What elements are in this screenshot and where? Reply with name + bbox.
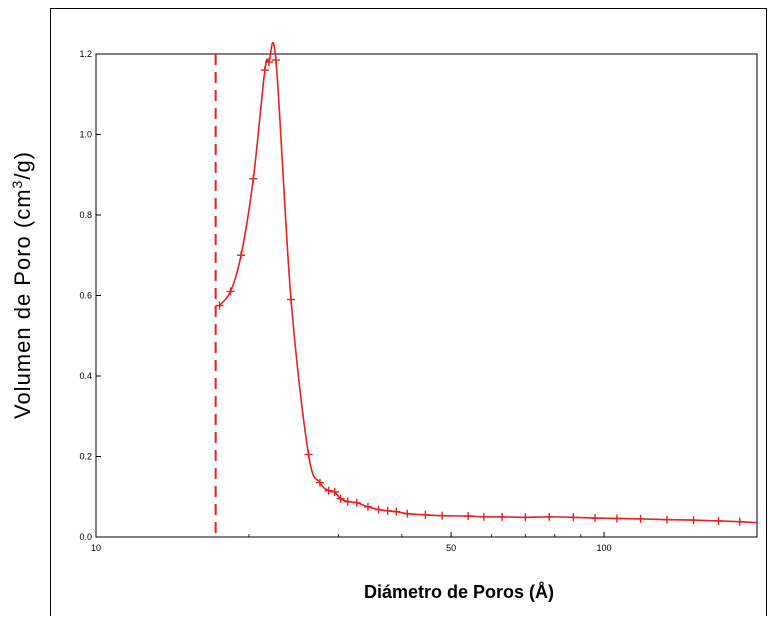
y-tick-label: 1.2 xyxy=(79,49,92,59)
y-tick-label: 1.0 xyxy=(79,130,92,140)
x-tick-label: 100 xyxy=(597,543,612,553)
y-axis-title: Volumen de Poro (cm3/g) xyxy=(9,151,35,419)
data-point xyxy=(374,505,383,514)
data-point xyxy=(545,512,554,521)
y-tick-label: 0.8 xyxy=(79,210,92,220)
y-tick-label: 0.6 xyxy=(79,291,92,301)
data-point xyxy=(569,513,578,522)
data-point xyxy=(330,487,339,496)
data-point xyxy=(438,511,447,520)
data-point xyxy=(612,514,621,523)
data-point xyxy=(735,517,744,526)
data-point xyxy=(714,516,723,525)
data-point xyxy=(226,287,235,296)
data-point xyxy=(403,509,412,518)
ticks: 0.0 0.2 0.4 0.6 0.8 1.0 1.2 10 50 100 xyxy=(79,49,611,553)
data-point xyxy=(237,251,246,260)
data-point xyxy=(498,512,507,521)
data-point xyxy=(591,514,600,523)
plot-area xyxy=(95,53,758,538)
data-point xyxy=(343,497,352,506)
data-point xyxy=(662,515,671,524)
data-point xyxy=(271,56,280,65)
x-axis-title: Diámetro de Poros (Å) xyxy=(364,582,554,602)
data-point xyxy=(689,516,698,525)
data-point xyxy=(479,512,488,521)
data-point xyxy=(352,498,361,507)
y-tick-label: 0.0 xyxy=(79,532,92,542)
plot-border xyxy=(95,53,758,538)
data-point xyxy=(383,506,392,515)
data-point xyxy=(421,510,430,519)
data-point xyxy=(636,514,645,523)
data-point xyxy=(392,507,401,516)
data-point xyxy=(464,512,473,521)
data-point xyxy=(316,478,325,487)
data-point xyxy=(336,494,345,503)
x-tick-label: 10 xyxy=(91,543,101,553)
data-point xyxy=(249,174,258,183)
data-point xyxy=(521,513,530,522)
data-point xyxy=(363,502,372,511)
data-point xyxy=(260,66,269,75)
data-point xyxy=(324,486,333,495)
markers-group xyxy=(215,56,744,526)
x-tick-label: 50 xyxy=(446,543,456,553)
y-tick-label: 0.2 xyxy=(79,452,92,462)
data-point xyxy=(287,295,296,304)
data-point xyxy=(264,58,273,67)
data-point xyxy=(215,301,224,310)
y-tick-label: 0.4 xyxy=(79,371,92,381)
data-point xyxy=(304,450,313,459)
